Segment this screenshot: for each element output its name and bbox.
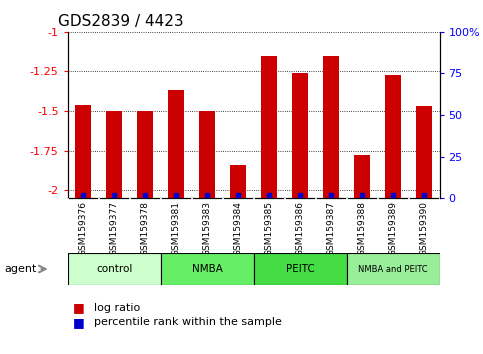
- Bar: [75, 105, 91, 198]
- Text: GSM159381: GSM159381: [171, 201, 181, 256]
- Text: NMBA: NMBA: [192, 264, 223, 274]
- Bar: [68, 253, 160, 285]
- Text: percentile rank within the sample: percentile rank within the sample: [94, 317, 282, 327]
- Text: GSM159389: GSM159389: [388, 201, 398, 256]
- Bar: [347, 253, 440, 285]
- Text: PEITC: PEITC: [285, 264, 314, 274]
- Bar: [416, 106, 432, 198]
- Text: control: control: [96, 264, 132, 274]
- Text: ■: ■: [72, 316, 84, 329]
- Bar: [254, 253, 347, 285]
- Bar: [199, 111, 215, 198]
- Text: log ratio: log ratio: [94, 303, 141, 313]
- Bar: [230, 165, 246, 198]
- Text: NMBA and PEITC: NMBA and PEITC: [358, 264, 428, 274]
- Text: GSM159386: GSM159386: [296, 201, 305, 256]
- Text: GSM159378: GSM159378: [141, 201, 150, 256]
- Bar: [385, 75, 401, 198]
- Bar: [355, 155, 370, 198]
- Text: GSM159383: GSM159383: [202, 201, 212, 256]
- Text: GSM159377: GSM159377: [110, 201, 119, 256]
- Bar: [106, 111, 122, 198]
- Text: GSM159390: GSM159390: [420, 201, 428, 256]
- Text: ■: ■: [72, 302, 84, 314]
- Text: GSM159388: GSM159388: [357, 201, 367, 256]
- Text: GSM159376: GSM159376: [79, 201, 87, 256]
- Bar: [292, 73, 308, 198]
- Bar: [137, 111, 153, 198]
- Text: GSM159385: GSM159385: [265, 201, 273, 256]
- Bar: [169, 91, 184, 198]
- Bar: [323, 56, 339, 198]
- Bar: [261, 56, 277, 198]
- Bar: [161, 253, 254, 285]
- Text: agent: agent: [5, 264, 37, 274]
- Text: GSM159387: GSM159387: [327, 201, 336, 256]
- Text: GDS2839 / 4423: GDS2839 / 4423: [58, 14, 184, 29]
- Text: GSM159384: GSM159384: [234, 201, 242, 256]
